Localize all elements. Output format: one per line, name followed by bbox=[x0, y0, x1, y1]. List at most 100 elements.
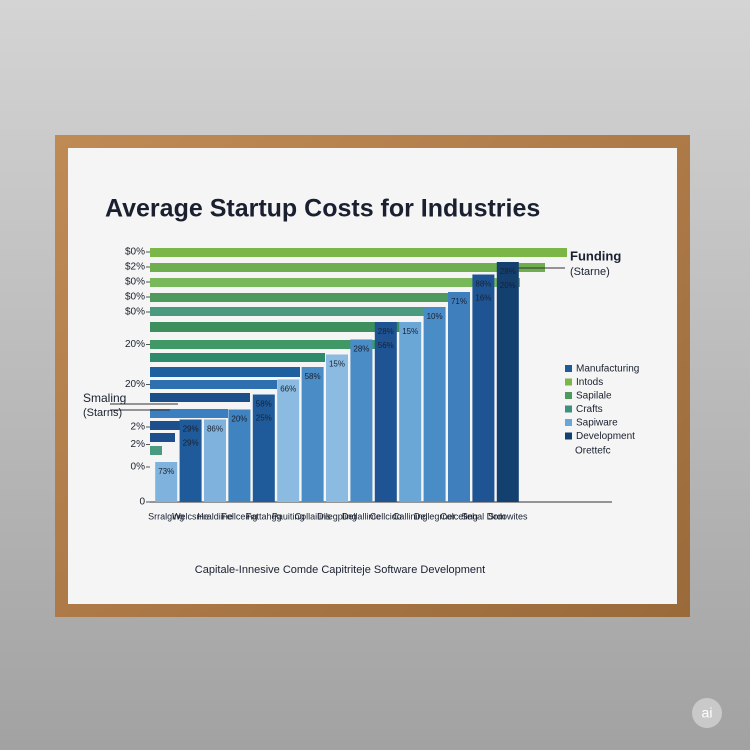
bar-label: 28% bbox=[378, 327, 394, 336]
x-tick-label: Srdowites bbox=[488, 511, 528, 521]
stripe bbox=[150, 409, 228, 418]
y-tick-label: $2% bbox=[125, 262, 145, 273]
bar bbox=[350, 339, 373, 502]
annotation: Smaling bbox=[83, 391, 126, 405]
bar-label: 15% bbox=[329, 360, 345, 369]
stripe bbox=[150, 446, 162, 455]
y-tick-label: $0% bbox=[125, 247, 145, 258]
bar-label: 71% bbox=[451, 297, 467, 306]
bar-label: 58% bbox=[305, 372, 321, 381]
x-tick-label: Fattahgg bbox=[246, 511, 282, 521]
x-tick-label: Pauiting bbox=[272, 511, 305, 521]
bar-label: 20% bbox=[500, 281, 516, 290]
stripe bbox=[150, 367, 300, 377]
annotation: Funding bbox=[570, 248, 621, 263]
bar-label: 28% bbox=[500, 267, 516, 276]
annotation: (Starne) bbox=[570, 266, 610, 278]
bar-label: 56% bbox=[378, 341, 394, 350]
bar bbox=[277, 379, 300, 502]
y-tick-label: 2% bbox=[131, 439, 146, 450]
legend-label: Crafts bbox=[576, 404, 603, 415]
legend-swatch bbox=[565, 432, 572, 440]
bar bbox=[399, 322, 422, 502]
bar-label: 15% bbox=[402, 327, 418, 336]
x-tick-label: Hraldiine bbox=[197, 511, 233, 521]
x-tick-label: Welcsme bbox=[172, 511, 209, 521]
y-tick-label: $0% bbox=[125, 307, 145, 318]
bar bbox=[155, 462, 178, 502]
legend-swatch bbox=[565, 392, 572, 399]
legend-note: Orettefc bbox=[575, 446, 611, 457]
bar-label: 10% bbox=[427, 312, 443, 321]
y-tick-label: 0 bbox=[139, 497, 145, 508]
x-tick-label: Dilegpling bbox=[317, 511, 357, 521]
stripes bbox=[150, 248, 567, 455]
y-tick-label: 2% bbox=[131, 422, 146, 433]
stripe bbox=[150, 278, 520, 287]
bar-label: 25% bbox=[256, 414, 272, 423]
legend-label: Sapiware bbox=[576, 418, 618, 429]
stripe bbox=[150, 307, 445, 316]
y-tick-label: 20% bbox=[125, 339, 145, 350]
x-tick-label: Cellcido bbox=[370, 511, 402, 521]
bar-label: 29% bbox=[183, 439, 199, 448]
stripe bbox=[150, 293, 470, 302]
bar bbox=[204, 419, 226, 502]
stripe bbox=[150, 393, 250, 402]
bar bbox=[326, 354, 348, 502]
stripe bbox=[150, 433, 175, 442]
legend-swatch bbox=[565, 365, 572, 372]
legend-label: Sapilale bbox=[576, 391, 612, 402]
stripe bbox=[150, 353, 325, 362]
x-tick-label: Sehal Dom bbox=[461, 511, 506, 521]
annotation: (Starns) bbox=[83, 407, 122, 419]
stripe bbox=[150, 421, 180, 430]
bar bbox=[228, 409, 251, 502]
bar-label: 73% bbox=[158, 467, 174, 476]
stripe bbox=[150, 340, 375, 349]
legend-swatch bbox=[565, 419, 572, 426]
x-tick-label: Colcefing bbox=[440, 511, 478, 521]
bar bbox=[374, 322, 397, 502]
x-tick-label: Callining bbox=[393, 511, 428, 521]
stripe bbox=[150, 248, 567, 257]
bar bbox=[179, 419, 202, 502]
stripe bbox=[150, 380, 277, 389]
y-tick-label: 20% bbox=[125, 379, 145, 390]
bar-label: 20% bbox=[231, 415, 247, 424]
stripe bbox=[150, 263, 545, 272]
y-tick-label: $0% bbox=[125, 277, 145, 288]
stripe bbox=[150, 322, 400, 332]
bar-label: 58% bbox=[256, 400, 272, 409]
y-tick-label: $0% bbox=[125, 292, 145, 303]
bar-label: 28% bbox=[353, 345, 369, 354]
bar-label: 88% bbox=[475, 280, 491, 289]
bar bbox=[301, 367, 324, 502]
bar-label: 66% bbox=[280, 385, 296, 394]
x-tick-label: Dellallime bbox=[342, 511, 381, 521]
legend-label: Intods bbox=[576, 377, 603, 388]
bar bbox=[448, 292, 470, 502]
bar bbox=[472, 274, 495, 502]
legend-swatch bbox=[565, 405, 572, 413]
x-tick-label: Collailins bbox=[295, 511, 332, 521]
legend-swatch bbox=[565, 378, 572, 386]
x-tick-label: Fellceing bbox=[221, 511, 257, 521]
bar bbox=[252, 394, 275, 502]
legend-label: Development bbox=[576, 431, 635, 442]
bar bbox=[496, 262, 519, 502]
x-tick-label: Srralging bbox=[148, 511, 184, 521]
bar-label: 29% bbox=[183, 425, 199, 434]
watermark: ai bbox=[702, 705, 713, 721]
bar-label: 86% bbox=[207, 425, 223, 434]
x-tick-label: Dellegrner bbox=[414, 511, 456, 521]
y-tick-label: 0% bbox=[131, 462, 146, 473]
legend-label: Manufacturing bbox=[576, 364, 639, 375]
bar bbox=[423, 307, 446, 502]
x-axis-title: Capitale-Innesive Comde Capitriteje Soft… bbox=[195, 564, 485, 576]
watermark-badge bbox=[692, 698, 722, 728]
chart-title: Average Startup Costs for Industries bbox=[105, 195, 540, 223]
bar-label: 16% bbox=[475, 294, 491, 303]
